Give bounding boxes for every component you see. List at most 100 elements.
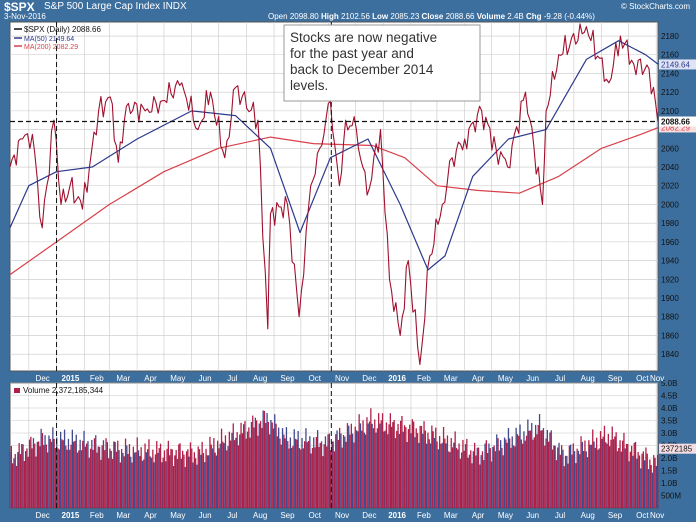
volume-bar bbox=[647, 469, 650, 508]
volume-bar bbox=[410, 433, 412, 508]
volume-bar bbox=[488, 443, 490, 508]
volume-bar bbox=[82, 440, 84, 508]
price-tick-label: 2140 bbox=[661, 69, 679, 78]
volume-bar bbox=[330, 450, 332, 508]
volume-tick-label: 5.0B bbox=[661, 379, 677, 388]
volume-bar bbox=[640, 468, 642, 508]
volume-bar bbox=[40, 428, 42, 508]
volume-bar bbox=[616, 451, 619, 508]
volume-bar bbox=[394, 438, 397, 508]
volume-bar bbox=[358, 414, 360, 508]
volume-bar bbox=[292, 446, 294, 508]
volume-bar bbox=[479, 464, 481, 508]
price-tick-label: 2000 bbox=[661, 200, 679, 209]
volume-bar bbox=[611, 426, 613, 508]
volume-bar bbox=[629, 451, 631, 508]
volume-bar bbox=[130, 456, 132, 508]
volume-bar bbox=[249, 437, 251, 508]
volume-bar bbox=[435, 427, 437, 508]
time-tick-label-price: Oct bbox=[636, 374, 649, 383]
price-tick-label: 1960 bbox=[661, 238, 679, 247]
time-tick-label-volume: Dec bbox=[36, 511, 50, 520]
volume-bar bbox=[272, 428, 275, 508]
time-tick-label-price: May bbox=[498, 374, 513, 383]
volume-bar bbox=[140, 447, 142, 508]
volume-bar bbox=[18, 443, 20, 508]
volume-bar bbox=[245, 438, 247, 508]
time-tick-label-volume: Sep bbox=[280, 511, 295, 520]
volume-bar bbox=[315, 437, 317, 508]
volume-bar bbox=[172, 466, 175, 508]
volume-bar bbox=[14, 454, 16, 508]
volume-bar bbox=[244, 421, 246, 508]
time-tick-label-volume: Dec bbox=[362, 511, 376, 520]
time-tick-label-volume: 2015 bbox=[62, 511, 80, 520]
price-tick-label: 1880 bbox=[661, 313, 679, 322]
volume-bar bbox=[41, 433, 44, 508]
volume-bar bbox=[538, 414, 541, 508]
volume-bar bbox=[532, 439, 534, 508]
volume-bar bbox=[337, 439, 339, 508]
volume-bar bbox=[12, 463, 14, 508]
volume-bar bbox=[38, 441, 40, 508]
time-tick-label-volume: Jun bbox=[199, 511, 212, 520]
time-tick-label-volume: May bbox=[170, 511, 185, 520]
volume-bar bbox=[66, 449, 68, 508]
price-tick-label: 2160 bbox=[661, 51, 679, 60]
volume-bar bbox=[559, 454, 561, 508]
volume-bar bbox=[261, 427, 263, 508]
volume-bar bbox=[131, 462, 133, 508]
volume-bar bbox=[589, 444, 591, 508]
volume-bar bbox=[593, 441, 595, 508]
volume-bar bbox=[53, 438, 55, 508]
volume-bar bbox=[345, 441, 347, 508]
volume-bar bbox=[243, 424, 245, 508]
volume-bar bbox=[498, 450, 500, 508]
volume-bar bbox=[409, 424, 411, 508]
ma200-price-tag: 2082.29 bbox=[661, 123, 690, 132]
volume-bar bbox=[397, 423, 399, 508]
volume-bar bbox=[165, 461, 167, 508]
volume-bar bbox=[362, 420, 364, 508]
price-tick-label: 2180 bbox=[661, 32, 679, 41]
volume-bar bbox=[501, 447, 503, 508]
volume-bar bbox=[23, 461, 25, 508]
volume-bar bbox=[62, 440, 64, 508]
volume-bar bbox=[403, 425, 406, 508]
volume-bar bbox=[411, 419, 413, 508]
volume-bar bbox=[480, 455, 482, 508]
volume-bar bbox=[514, 446, 516, 508]
annotation-box: Stocks are now negative for the past year… bbox=[283, 24, 481, 102]
volume-bar bbox=[353, 442, 355, 508]
volume-bar bbox=[106, 442, 108, 508]
volume-bar bbox=[219, 443, 221, 508]
volume-bar bbox=[175, 450, 177, 508]
volume-bar bbox=[31, 448, 33, 508]
volume-tick-label: 1.0B bbox=[661, 479, 677, 488]
price-tick-label: 2120 bbox=[661, 88, 679, 97]
volume-bar bbox=[263, 410, 266, 508]
volume-bar bbox=[528, 430, 530, 508]
open-label: Open bbox=[268, 12, 288, 21]
volume-bar bbox=[529, 430, 532, 508]
volume-bar bbox=[540, 430, 542, 508]
volume-bar bbox=[636, 458, 638, 508]
time-tick-label-price: Nov bbox=[650, 374, 664, 383]
volume-bar bbox=[313, 437, 315, 508]
volume-bar bbox=[79, 439, 81, 508]
time-tick-label-price: Dec bbox=[362, 374, 376, 383]
volume-bar bbox=[224, 435, 227, 508]
volume-bar bbox=[137, 450, 140, 508]
volume-bar bbox=[542, 428, 545, 508]
volume-bar bbox=[614, 436, 616, 508]
volume-bar bbox=[223, 443, 225, 508]
volume-bar bbox=[254, 417, 256, 508]
volume-bar bbox=[118, 450, 120, 508]
volume-bar bbox=[385, 422, 388, 508]
volume-bar bbox=[599, 431, 602, 508]
volume-bar bbox=[481, 451, 484, 508]
time-tick-label-volume: Jul bbox=[227, 511, 237, 520]
volume-bar bbox=[13, 458, 15, 508]
volume-bar bbox=[551, 449, 554, 508]
